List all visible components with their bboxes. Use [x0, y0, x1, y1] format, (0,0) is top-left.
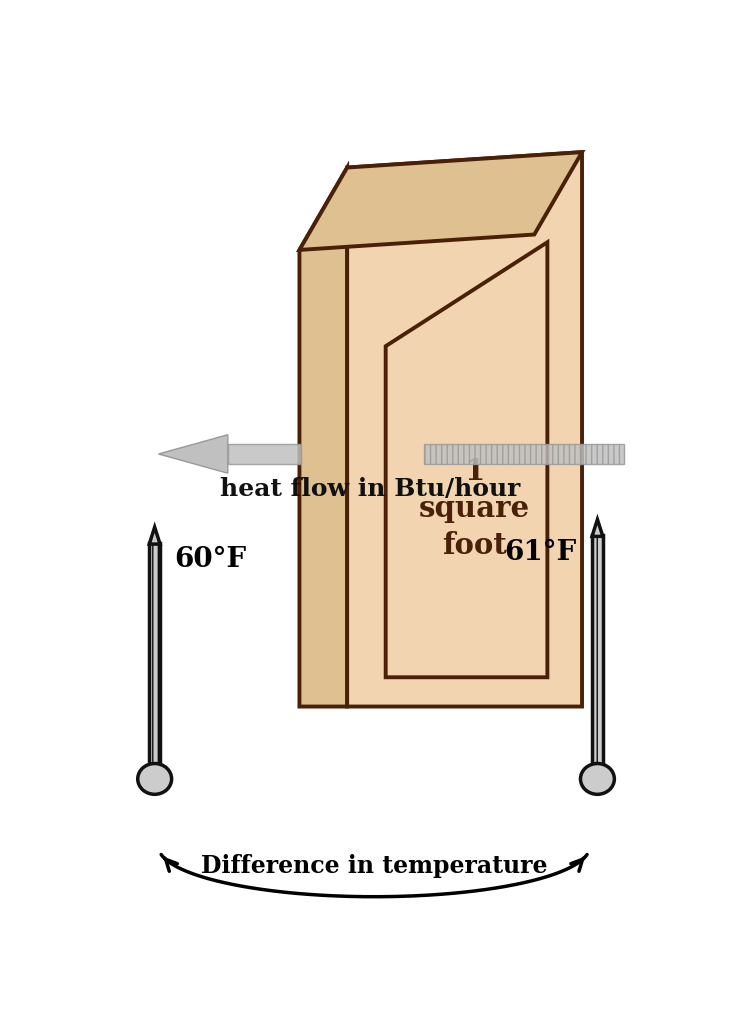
Polygon shape	[158, 435, 228, 473]
Bar	[149, 543, 160, 770]
Polygon shape	[149, 527, 160, 544]
Polygon shape	[299, 153, 582, 250]
Text: 60°F: 60°F	[174, 547, 246, 573]
Text: 61°F: 61°F	[504, 539, 577, 565]
Polygon shape	[592, 519, 603, 537]
Polygon shape	[385, 243, 548, 677]
Polygon shape	[299, 168, 347, 707]
Text: Difference in temperature: Difference in temperature	[201, 854, 548, 878]
Ellipse shape	[580, 764, 615, 795]
Text: 1
square
foot: 1 square foot	[419, 458, 530, 560]
Ellipse shape	[138, 764, 172, 795]
Bar	[424, 444, 624, 464]
Polygon shape	[347, 153, 582, 707]
Bar	[228, 444, 301, 464]
Text: heat flow in Btu/hour: heat flow in Btu/hour	[220, 477, 520, 501]
Bar	[592, 535, 603, 770]
